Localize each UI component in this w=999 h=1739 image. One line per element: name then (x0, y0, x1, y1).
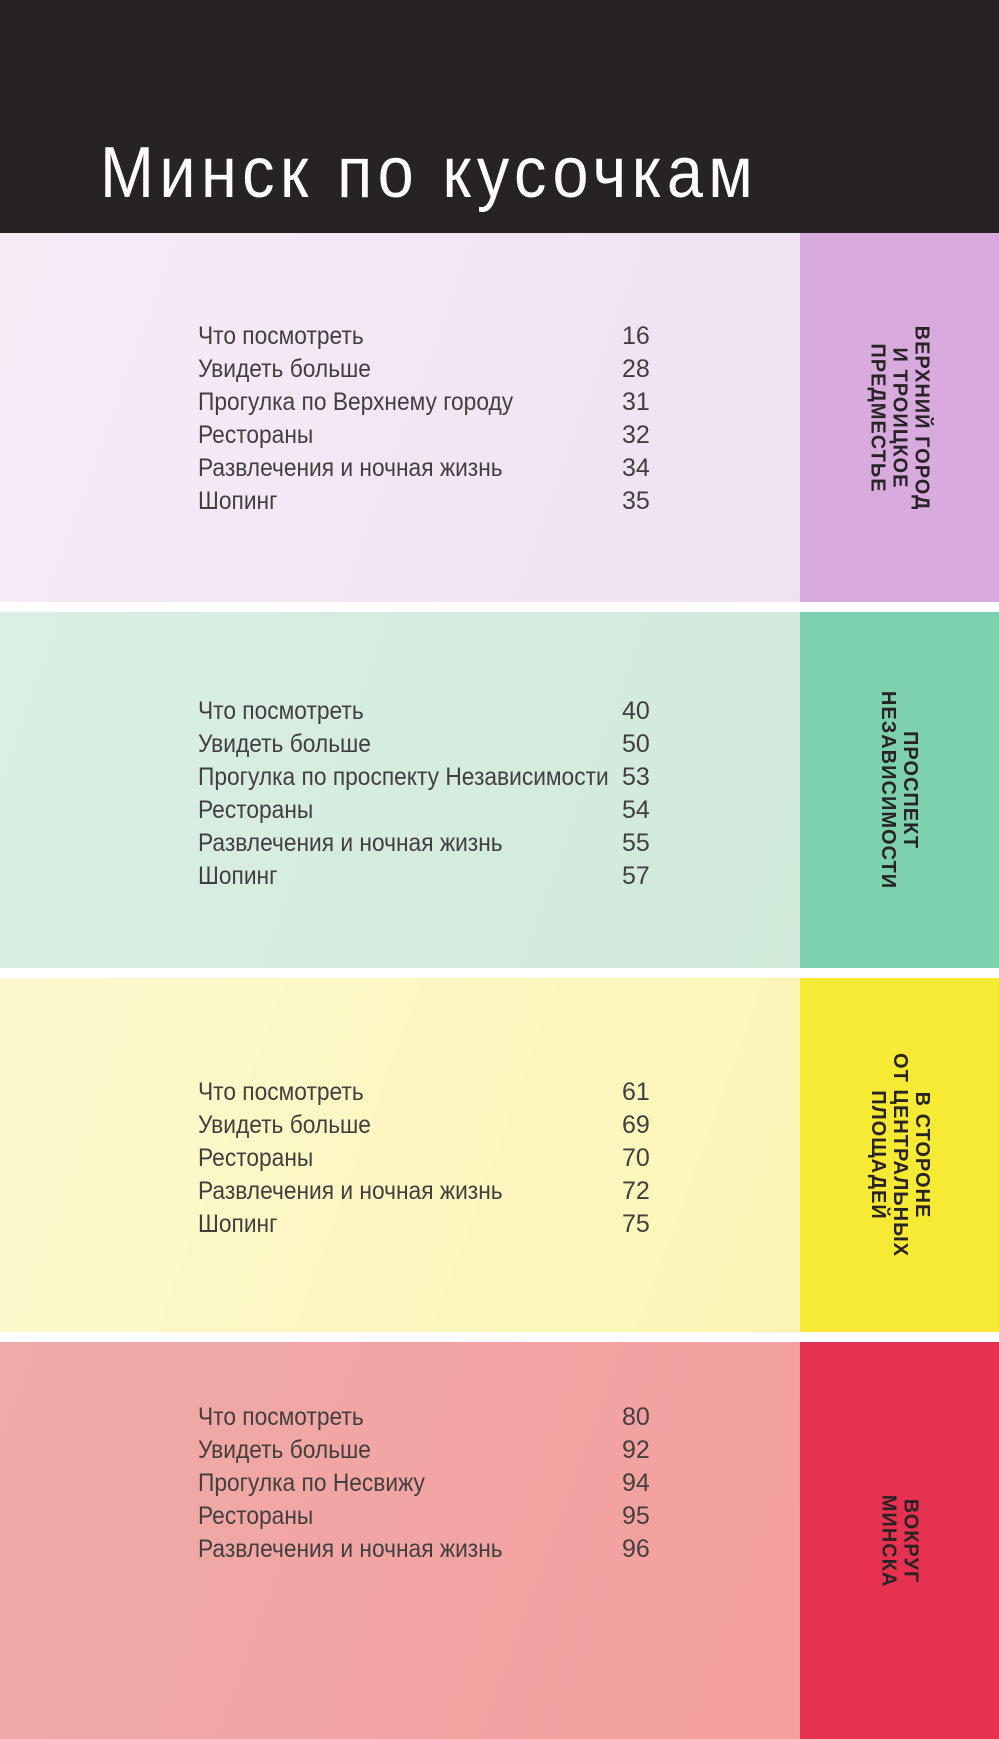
toc-entry-page-number: 35 (622, 487, 650, 515)
section-v-storone-ot-tsentralnykh-ploshchadey: Что посмотреть 61 Увидеть больше 69 Ресторан… (0, 978, 999, 1332)
toc-entry-label: Прогулка по проспекту Независимости (198, 763, 609, 791)
toc-entry-page-number: 96 (622, 1535, 650, 1563)
toc-row: Что посмотреть 40 (198, 695, 668, 728)
toc-entry-page-number: 61 (622, 1078, 650, 1106)
toc-entry-page-number: 55 (622, 829, 650, 857)
toc-entry-label: Шопинг (198, 1210, 278, 1238)
section-tab-title-line: ПЛОЩАДЕЙ (866, 1090, 889, 1220)
section-verkhny-gorod-i-troitskoe-predmestye: Что посмотреть 16 Увидеть больше 28 Прогулка… (0, 233, 999, 602)
toc-row: Развлечения и ночная жизнь 34 (198, 452, 668, 485)
section-vokrug-minska: Что посмотреть 80 Увидеть больше 92 Прогулка… (0, 1342, 999, 1739)
section-tab-title-line: ВОКРУГ (899, 1498, 922, 1583)
toc-row: Увидеть больше 50 (198, 728, 668, 761)
section-tab-title-line: ВЕРХНИЙ ГОРОД (910, 325, 933, 510)
toc-entry-label: Рестораны (198, 1502, 314, 1530)
page-header: Минск по кусочкам (0, 0, 999, 233)
toc-row: Прогулка по проспекту Независимости 53 (198, 761, 668, 794)
toc-entry-page-number: 70 (622, 1144, 650, 1172)
toc-entry-page-number: 31 (622, 388, 650, 416)
toc-entry-label: Развлечения и ночная жизнь (198, 1535, 503, 1563)
section-tab-title-line: ПРОСПЕКТ (899, 730, 922, 850)
toc-entry-label: Что посмотреть (198, 1403, 364, 1431)
section-tab-title: ВЕРХНИЙ ГОРОД И ТРОИЦКОЕ ПРЕДМЕСТЬЕ (866, 325, 932, 510)
toc-entry-label: Развлечения и ночная жизнь (198, 454, 503, 482)
sections: Что посмотреть 16 Увидеть больше 28 Прогулка… (0, 233, 999, 1739)
toc-entry-page-number: 50 (622, 730, 650, 758)
toc-entry-label: Что посмотреть (198, 1078, 364, 1106)
section-color-tab: В СТОРОНЕ ОТ ЦЕНТРАЛЬНЫХ ПЛОЩАДЕЙ (800, 978, 999, 1332)
section-tab-title: В СТОРОНЕ ОТ ЦЕНТРАЛЬНЫХ ПЛОЩАДЕЙ (867, 1053, 933, 1257)
toc-entry-label: Рестораны (198, 796, 314, 824)
toc-entry-page-number: 94 (622, 1469, 650, 1497)
toc-row: Прогулка по Несвижу 94 (198, 1467, 668, 1500)
toc-entry-label: Увидеть больше (198, 1436, 371, 1464)
section-prospekt-nezavisimosti: Что посмотреть 40 Увидеть больше 50 Прогулка… (0, 612, 999, 968)
toc-list: Что посмотреть 61 Увидеть больше 69 Ресторан… (198, 1076, 668, 1241)
section-color-tab: ПРОСПЕКТ НЕЗАВИСИМОСТИ (800, 612, 999, 968)
toc-row: Увидеть больше 28 (198, 353, 668, 386)
section-tab-title-line: В СТОРОНЕ (910, 1091, 933, 1219)
toc-row: Развлечения и ночная жизнь 96 (198, 1533, 668, 1566)
toc-entry-label: Что посмотреть (198, 697, 364, 725)
toc-row: Что посмотреть 61 (198, 1076, 668, 1109)
toc-row: Шопинг 35 (198, 485, 668, 518)
toc-entry-page-number: 57 (622, 862, 650, 890)
toc-entry-page-number: 95 (622, 1502, 650, 1530)
toc-entry-page-number: 72 (622, 1177, 650, 1205)
section-tab-title-line: ПРЕДМЕСТЬЕ (866, 342, 889, 493)
toc-row: Увидеть больше 69 (198, 1109, 668, 1142)
section-tab-title-line: НЕЗАВИСИМОСТИ (877, 690, 900, 890)
toc-entry-page-number: 69 (622, 1111, 650, 1139)
toc-entry-label: Что посмотреть (198, 322, 364, 350)
toc-row: Рестораны 54 (198, 794, 668, 827)
toc-row: Развлечения и ночная жизнь 55 (198, 827, 668, 860)
section-tab-title-line: ОТ ЦЕНТРАЛЬНЫХ (888, 1053, 911, 1257)
page-title: Минск по кусочкам (100, 133, 759, 213)
toc-entry-label: Прогулка по Верхнему городу (198, 388, 514, 416)
toc-list: Что посмотреть 40 Увидеть больше 50 Прогулка… (198, 695, 668, 893)
toc-entry-label: Шопинг (198, 862, 278, 890)
section-tab-title: ПРОСПЕКТ НЕЗАВИСИМОСТИ (878, 691, 922, 889)
toc-row: Увидеть больше 92 (198, 1434, 668, 1467)
toc-entry-label: Увидеть больше (198, 730, 371, 758)
section-tab-title-line: И ТРОИЦКОЕ (888, 347, 911, 488)
toc-row: Что посмотреть 16 (198, 320, 668, 353)
toc-entry-label: Увидеть больше (198, 355, 371, 383)
toc-row: Рестораны 32 (198, 419, 668, 452)
toc-row: Рестораны 95 (198, 1500, 668, 1533)
toc-entry-page-number: 40 (622, 697, 650, 725)
section-tab-title-line: МИНСКА (877, 1494, 900, 1587)
toc-entry-label: Развлечения и ночная жизнь (198, 1177, 503, 1205)
toc-entry-label: Прогулка по Несвижу (198, 1469, 425, 1497)
toc-row: Что посмотреть 80 (198, 1401, 668, 1434)
toc-list: Что посмотреть 16 Увидеть больше 28 Прогулка… (198, 320, 668, 518)
toc-entry-label: Рестораны (198, 421, 314, 449)
toc-row: Рестораны 70 (198, 1142, 668, 1175)
toc-entry-label: Рестораны (198, 1144, 314, 1172)
toc-entry-label: Увидеть больше (198, 1111, 371, 1139)
toc-entry-page-number: 28 (622, 355, 650, 383)
toc-entry-page-number: 16 (622, 322, 650, 350)
toc-entry-page-number: 80 (622, 1403, 650, 1431)
section-tab-title: ВОКРУГ МИНСКА (877, 1494, 921, 1587)
toc-entry-page-number: 34 (622, 454, 650, 482)
section-color-tab: ВОКРУГ МИНСКА (800, 1342, 999, 1739)
toc-row: Шопинг 57 (198, 860, 668, 893)
toc-entry-page-number: 75 (622, 1210, 650, 1238)
toc-entry-page-number: 92 (622, 1436, 650, 1464)
toc-row: Прогулка по Верхнему городу 31 (198, 386, 668, 419)
toc-entry-page-number: 53 (622, 763, 650, 791)
toc-row: Шопинг 75 (198, 1208, 668, 1241)
toc-entry-label: Шопинг (198, 487, 278, 515)
toc-entry-page-number: 54 (622, 796, 650, 824)
toc-list: Что посмотреть 80 Увидеть больше 92 Прогулка… (198, 1401, 668, 1566)
toc-entry-label: Развлечения и ночная жизнь (198, 829, 503, 857)
toc-entry-page-number: 32 (622, 421, 650, 449)
toc-row: Развлечения и ночная жизнь 72 (198, 1175, 668, 1208)
section-color-tab: ВЕРХНИЙ ГОРОД И ТРОИЦКОЕ ПРЕДМЕСТЬЕ (800, 233, 999, 602)
